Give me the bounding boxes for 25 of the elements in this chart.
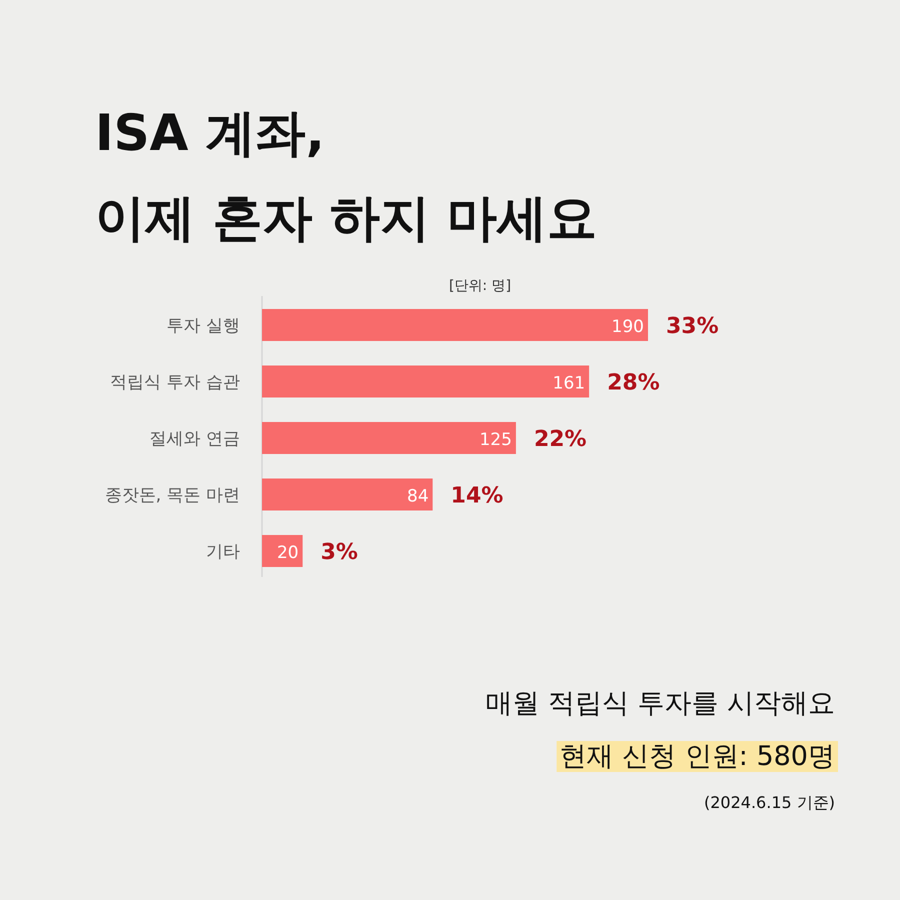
y-tick-label: 투자 실행 bbox=[166, 316, 240, 336]
bar bbox=[262, 366, 590, 398]
bar bbox=[262, 535, 303, 567]
bar bbox=[262, 309, 648, 341]
y-tick-label: 기타 bbox=[206, 542, 240, 562]
data-label: 84 bbox=[407, 486, 429, 506]
text: 매월 적립식 투자를 시작해요 bbox=[485, 688, 835, 719]
data-label: 125 bbox=[479, 430, 512, 450]
data-label: 20 bbox=[276, 543, 299, 563]
data-label: 190 bbox=[612, 317, 644, 337]
annotation: 3% bbox=[320, 540, 358, 565]
text: (2024.6.15 기준) bbox=[704, 793, 835, 812]
annotation: 22% bbox=[534, 427, 587, 452]
bar bbox=[262, 422, 516, 454]
y-tick-label: 절세와 연금 bbox=[150, 429, 240, 449]
data-label: 161 bbox=[552, 374, 586, 394]
y-tick-label: 적립식 투자 습관 bbox=[110, 372, 240, 392]
bar bbox=[262, 478, 433, 510]
y-tick-label: 종잣돈, 목돈 마련 bbox=[104, 486, 240, 506]
chart-title: ISA 계좌, 이제 혼자 하지 마세요 bbox=[95, 104, 598, 247]
chart-subtitle: [단위: 명] bbox=[448, 278, 512, 294]
annotation: 33% bbox=[666, 314, 719, 339]
text: 현재 신청 인원: 580명 bbox=[560, 741, 835, 772]
annotation: 14% bbox=[450, 484, 504, 508]
annotation: 28% bbox=[607, 370, 660, 396]
